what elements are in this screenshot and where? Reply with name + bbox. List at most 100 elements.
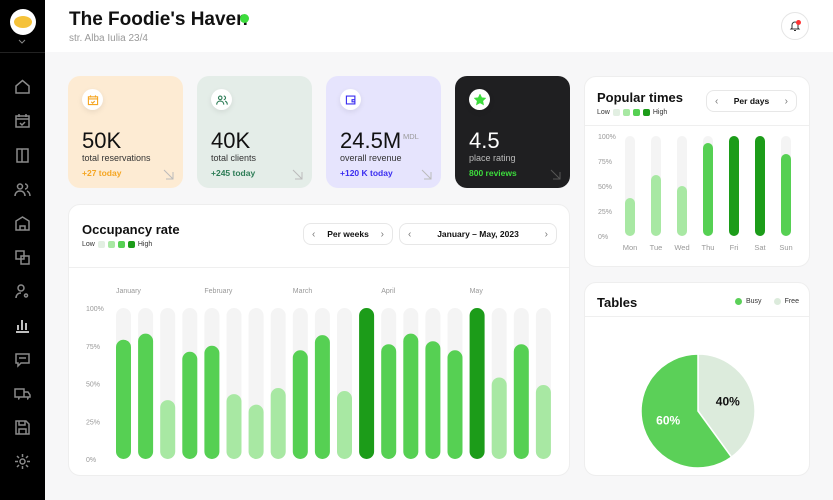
sidebar-item-settings[interactable] xyxy=(14,453,31,470)
calendar-check-icon xyxy=(15,114,30,128)
legend-low: Low xyxy=(597,109,610,116)
y-tick-label: 25% xyxy=(86,419,100,426)
y-tick-label: 0% xyxy=(598,234,608,241)
month-label: May xyxy=(470,288,484,295)
bar[interactable] xyxy=(755,136,765,236)
bar[interactable] xyxy=(359,308,375,459)
tables-pie-chart: 40% 60% xyxy=(640,353,756,469)
stat-label: total reservations xyxy=(82,153,151,163)
bar[interactable] xyxy=(781,154,791,236)
stat-card[interactable]: 24.5M MDL overall revenue +120 K today xyxy=(326,76,441,188)
sidebar-item-restaurant[interactable] xyxy=(14,215,31,232)
sidebar-item-home[interactable] xyxy=(14,78,31,95)
bar[interactable] xyxy=(469,308,485,459)
sidebar-item-clients[interactable] xyxy=(14,181,31,198)
wallet-icon xyxy=(340,89,361,110)
bar[interactable] xyxy=(729,136,739,236)
pie-slice-busy[interactable] xyxy=(640,353,733,469)
book-icon xyxy=(16,148,29,163)
stat-label: overall revenue xyxy=(340,153,402,163)
bar[interactable] xyxy=(270,388,286,459)
prev-range-icon[interactable]: ‹ xyxy=(408,228,412,240)
bar[interactable] xyxy=(160,400,176,459)
chevron-down-icon[interactable] xyxy=(17,38,27,46)
bar[interactable] xyxy=(314,335,330,459)
sidebar-item-reservations[interactable] xyxy=(14,112,31,129)
divider xyxy=(69,267,569,268)
sidebar-item-menu[interactable] xyxy=(14,147,31,164)
bar[interactable] xyxy=(182,351,198,459)
month-label: January xyxy=(116,288,141,295)
user-settings-icon xyxy=(15,284,29,299)
arrow-down-right-icon[interactable] xyxy=(163,169,174,180)
popular-legend: Low High xyxy=(597,109,667,116)
bar[interactable] xyxy=(337,391,352,459)
bar[interactable] xyxy=(292,350,308,459)
translate-icon xyxy=(15,250,30,265)
arrow-down-right-icon[interactable] xyxy=(292,169,303,180)
divider xyxy=(585,125,809,126)
sidebar-item-delivery[interactable] xyxy=(14,385,31,402)
sidebar-item-staff[interactable] xyxy=(14,283,31,300)
home-icon xyxy=(15,79,30,94)
prev-period-icon[interactable]: ‹ xyxy=(312,228,316,240)
building-icon xyxy=(15,216,30,231)
next-period-icon[interactable]: › xyxy=(380,228,384,240)
sidebar-item-storage[interactable] xyxy=(14,419,31,436)
stat-delta: +27 today xyxy=(82,168,122,178)
sidebar-item-analytics[interactable] xyxy=(14,317,31,334)
sidebar-item-messages[interactable] xyxy=(14,351,31,368)
arrow-down-right-icon[interactable] xyxy=(421,169,432,180)
bar[interactable] xyxy=(513,344,529,459)
bar[interactable] xyxy=(651,175,661,236)
legend-high: High xyxy=(137,241,153,248)
x-tick-label: Mon xyxy=(623,243,638,252)
next-icon[interactable]: › xyxy=(784,95,788,107)
chat-icon xyxy=(15,353,30,368)
bar[interactable] xyxy=(116,339,131,459)
bar[interactable] xyxy=(425,341,441,459)
sidebar-item-translate[interactable] xyxy=(14,249,31,266)
prev-icon[interactable]: ‹ xyxy=(715,95,719,107)
stat-card[interactable]: 50K total reservations +27 today xyxy=(68,76,183,188)
bar[interactable] xyxy=(204,345,220,459)
next-range-icon[interactable]: › xyxy=(544,228,548,240)
header: The Foodie's Haven str. Alba Iulia 23/4 xyxy=(45,0,833,52)
star-icon xyxy=(469,89,490,110)
occupancy-chart: 100% 75% 50% 25% 0% January February March April… xyxy=(86,288,551,464)
bar[interactable] xyxy=(381,344,397,459)
days-selector[interactable]: ‹ Per days › xyxy=(706,90,797,112)
pie-slice-free[interactable] xyxy=(697,353,756,459)
bar[interactable] xyxy=(248,404,264,459)
arrow-down-right-icon[interactable] xyxy=(550,169,561,180)
bar[interactable] xyxy=(226,394,242,459)
period-selector[interactable]: ‹ Per weeks › xyxy=(303,223,393,245)
bar[interactable] xyxy=(677,186,687,236)
bar[interactable] xyxy=(403,333,419,459)
bar[interactable] xyxy=(625,198,635,236)
popular-times-panel: Popular times Low High ‹ Per days › 100% 75… xyxy=(584,76,810,267)
stat-unit: MDL xyxy=(403,132,419,141)
pie-label: 40% xyxy=(716,394,740,408)
y-tick-label: 100% xyxy=(86,306,104,313)
stat-value: 50K xyxy=(82,128,122,153)
date-range-selector[interactable]: ‹ January – May, 2023 › xyxy=(399,223,557,245)
bar[interactable] xyxy=(703,143,713,236)
stat-card[interactable]: 40K total clients +245 today xyxy=(197,76,312,188)
stat-card[interactable]: 4.5 place rating 800 reviews xyxy=(455,76,570,188)
restaurant-logo[interactable] xyxy=(10,9,36,35)
bar[interactable] xyxy=(447,350,463,459)
popular-times-chart: 100% 75% 50% 25% 0% Mon Tue Wed Thu Fri Sat Sun xyxy=(598,134,793,252)
bar[interactable] xyxy=(535,385,551,459)
legend-low: Low xyxy=(82,241,95,248)
bar[interactable] xyxy=(491,377,507,459)
stat-delta: +120 K today xyxy=(340,168,393,178)
notifications-button[interactable] xyxy=(781,12,809,40)
bar[interactable] xyxy=(138,333,154,459)
status-dot xyxy=(240,14,249,23)
divider xyxy=(0,52,45,53)
month-label: March xyxy=(293,288,313,295)
y-tick-label: 100% xyxy=(598,134,616,141)
stat-value: 40K xyxy=(211,128,251,153)
occupancy-title: Occupancy rate xyxy=(82,222,180,237)
